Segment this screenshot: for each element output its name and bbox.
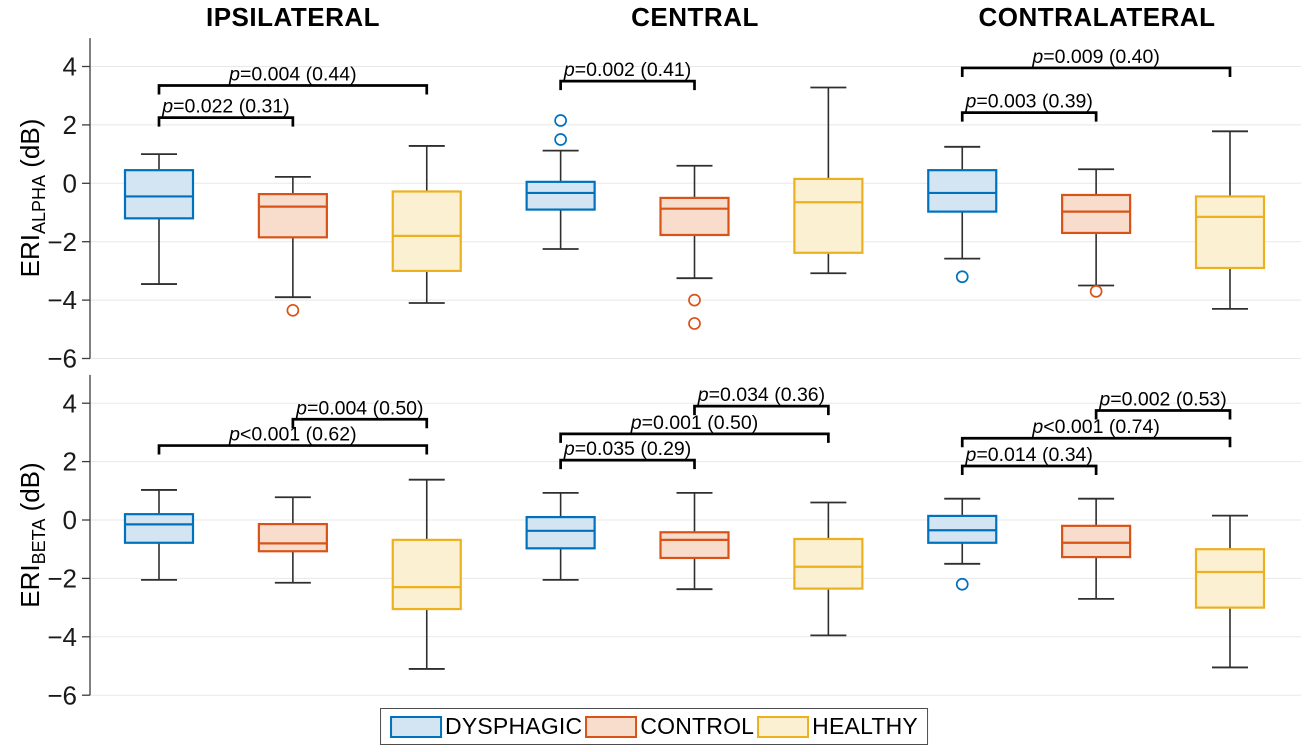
p-value-label: p=0.009 (0.40) [1031, 46, 1159, 68]
panel-title-ipsilateral: IPSILATERAL [205, 2, 381, 32]
p-value-label: p=0.035 (0.29) [563, 438, 691, 460]
y-tick-label-beta-0: 0 [63, 505, 77, 535]
y-tick-label-beta-2: 2 [63, 447, 77, 477]
y-axis-label-beta: ERIBETA (dB) [15, 400, 50, 670]
box-alpha-contralateral-healthy [1194, 130, 1266, 310]
box-beta-contralateral-healthy [1194, 514, 1266, 669]
y-tick-label-alpha-4: 4 [63, 52, 77, 82]
legend-swatch-control [585, 715, 638, 738]
y-tick-label-beta--4: −4 [47, 622, 77, 652]
box-beta-central-control [659, 491, 730, 591]
significance-bracket-beta-6: p<0.001 (0.74) [960, 416, 1232, 448]
y-axis-beta: 4 2 0 −2 −4 −6 [47, 374, 91, 710]
outlier-marker [1089, 284, 1103, 298]
significance-bracket-alpha-4: p=0.003 (0.39) [960, 91, 1098, 122]
y-axis-label-alpha: ERIALPHA (dB) [15, 63, 50, 333]
outlier-marker [554, 133, 567, 146]
y-axis-label-alpha-sub: ALPHA [29, 174, 50, 235]
outlier-marker [955, 270, 969, 284]
legend-label-healthy: HEALTHY [812, 713, 918, 739]
outlier-marker [688, 317, 701, 330]
significance-bracket-alpha-0: p=0.004 (0.44) [157, 63, 429, 95]
outlier-marker [554, 114, 567, 127]
y-tick-label-beta-4: 4 [63, 388, 77, 418]
box-alpha-central-dysphagic [525, 114, 596, 250]
significance-bracket-beta-7: p=0.014 (0.34) [960, 444, 1098, 475]
y-tick-label-alpha--2: −2 [47, 227, 77, 257]
box-alpha-ipsilateral-control [257, 175, 328, 317]
legend: DYSPHAGIC CONTROL HEALTHY [380, 708, 928, 745]
box-beta-ipsilateral-dysphagic [123, 489, 195, 581]
y-tick-label-alpha--4: −4 [47, 285, 77, 315]
panel-title-central: CENTRAL [631, 2, 759, 32]
p-value-label: p=0.004 (0.44) [228, 63, 356, 85]
y-axis-alpha: 4 2 0 −2 −4 −6 [47, 38, 91, 374]
y-tick-label-beta--2: −2 [47, 564, 77, 594]
box-alpha-contralateral-control [1061, 168, 1132, 298]
y-axis-label-beta-sub: BETA [29, 518, 50, 565]
y-axis-label-beta-main: ERI [15, 564, 45, 608]
box-beta-central-dysphagic [525, 491, 596, 581]
outlier-marker [955, 577, 969, 591]
p-value-label: p=0.002 (0.41) [563, 59, 691, 81]
y-tick-label-beta--6: −6 [47, 680, 77, 710]
p-value-label: p=0.001 (0.50) [630, 412, 758, 434]
legend-item-control: CONTROL [585, 713, 754, 740]
p-value-label: p<0.001 (0.62) [228, 424, 356, 446]
box-alpha-contralateral-dysphagic [927, 145, 998, 284]
box-alpha-central-healthy [793, 86, 864, 275]
significance-bracket-beta-1: p<0.001 (0.62) [157, 424, 429, 455]
y-tick-label-alpha-0: 0 [63, 168, 77, 198]
outlier-marker [688, 293, 701, 307]
outlier-marker [286, 303, 300, 317]
significance-bracket-alpha-3: p=0.009 (0.40) [960, 46, 1232, 77]
panel-title-contralateral: CONTRALATERAL [978, 2, 1216, 32]
p-value-label: p=0.004 (0.50) [295, 397, 423, 419]
p-value-label: p=0.034 (0.36) [697, 384, 825, 406]
p-value-label: p=0.003 (0.39) [964, 91, 1092, 113]
box-beta-contralateral-control [1061, 497, 1132, 600]
p-value-label: p=0.014 (0.34) [964, 444, 1092, 466]
y-tick-label-alpha-2: 2 [63, 110, 77, 140]
significance-bracket-beta-5: p=0.002 (0.53) [1094, 389, 1232, 420]
y-axis-label-alpha-main: ERI [15, 234, 45, 278]
significance-bracket-beta-2: p=0.034 (0.36) [693, 384, 830, 416]
p-value-label: p=0.002 (0.53) [1098, 389, 1226, 411]
legend-label-dysphagic: DYSPHAGIC [445, 713, 583, 739]
legend-item-dysphagic: DYSPHAGIC [390, 713, 582, 740]
significance-bracket-alpha-2: p=0.002 (0.41) [559, 59, 696, 91]
y-tick-label-alpha--6: −6 [47, 344, 77, 374]
box-alpha-ipsilateral-dysphagic [123, 153, 195, 285]
significance-bracket-beta-3: p=0.001 (0.50) [559, 412, 830, 443]
legend-swatch-healthy [757, 715, 810, 738]
gridlines-beta [90, 402, 1301, 696]
box-beta-ipsilateral-healthy [391, 478, 462, 670]
box-beta-contralateral-dysphagic [927, 497, 998, 591]
y-axis-label-beta-unit: (dB) [15, 462, 45, 519]
y-axis-label-alpha-unit: (dB) [15, 118, 45, 175]
legend-item-healthy: HEALTHY [757, 713, 918, 740]
p-value-label: p=0.022 (0.31) [161, 96, 289, 118]
box-beta-central-healthy [793, 501, 864, 637]
significance-bracket-beta-4: p=0.035 (0.29) [559, 438, 696, 470]
p-value-label: p<0.001 (0.74) [1031, 416, 1159, 438]
box-alpha-central-control [659, 164, 730, 330]
legend-swatch-dysphagic [390, 715, 443, 738]
legend-label-control: CONTROL [640, 713, 755, 739]
significance-bracket-alpha-1: p=0.022 (0.31) [157, 96, 295, 127]
box-alpha-ipsilateral-healthy [391, 145, 462, 304]
box-beta-ipsilateral-control [257, 496, 328, 584]
significance-bracket-beta-0: p=0.004 (0.50) [291, 397, 429, 429]
